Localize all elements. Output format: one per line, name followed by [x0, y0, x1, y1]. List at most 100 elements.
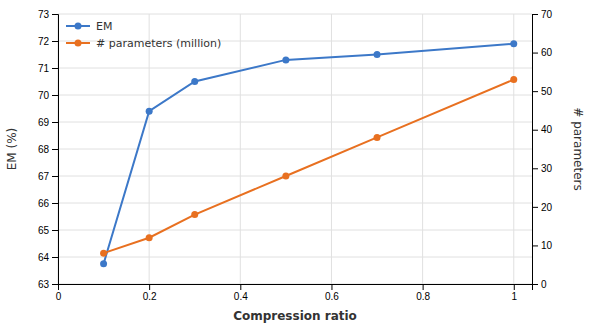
point	[282, 56, 289, 63]
grid-line	[58, 122, 532, 123]
tick-mark	[52, 203, 58, 204]
tick: 66	[38, 198, 58, 209]
tick-label: 64	[38, 252, 50, 263]
tick-mark	[52, 122, 58, 123]
tick: 0	[56, 284, 62, 302]
tick-mark	[532, 245, 538, 246]
tick-mark	[423, 284, 424, 290]
grid-line	[240, 14, 241, 284]
tick-label: 0	[56, 291, 62, 302]
tick: 20	[532, 202, 553, 213]
tick-label: 40	[541, 124, 553, 135]
grid-line	[58, 149, 532, 150]
tick-label: 60	[541, 47, 553, 58]
axis-line	[52, 15, 59, 285]
tick-label: 72	[38, 36, 50, 47]
tick: 68	[38, 144, 58, 155]
tick: 0.6	[325, 284, 339, 302]
tick-mark	[514, 284, 515, 290]
y-axis-title: EM (%)	[5, 128, 19, 171]
point	[100, 260, 107, 267]
tick-mark	[52, 284, 58, 285]
tick: 0	[532, 279, 547, 290]
grid-line	[58, 14, 532, 15]
tick-mark	[52, 14, 58, 15]
point	[146, 234, 153, 241]
tick: 72	[38, 36, 58, 47]
tick-mark	[532, 53, 538, 54]
tick-label: 68	[38, 144, 50, 155]
tick-label: 65	[38, 225, 50, 236]
tick-label: 0.2	[143, 291, 157, 302]
tick: 0.2	[143, 284, 157, 302]
tick-mark	[52, 149, 58, 150]
tick-mark	[52, 95, 58, 96]
tick-label: 1	[511, 291, 517, 302]
legend-marker	[75, 40, 82, 47]
tick: 67	[38, 171, 58, 182]
tick: 73	[38, 9, 58, 20]
tick-label: 0.4	[234, 291, 248, 302]
tick: 0.4	[234, 284, 248, 302]
tick-mark	[52, 68, 58, 69]
marks	[100, 40, 517, 267]
tick-label: 0.8	[416, 291, 430, 302]
legend-item: EM	[66, 20, 112, 33]
line	[104, 44, 514, 264]
tick: 69	[38, 117, 58, 128]
point	[191, 211, 198, 218]
point	[146, 108, 153, 115]
tick-mark	[532, 130, 538, 131]
tick: 70	[532, 9, 553, 20]
tick-label: 63	[38, 279, 50, 290]
tick: 50	[532, 86, 553, 97]
y2-axis: 0 10 20 30 40 50 60 70	[532, 9, 553, 290]
grid-line	[58, 203, 532, 204]
point	[510, 40, 517, 47]
tick: 70	[38, 90, 58, 101]
tick: 63	[38, 279, 58, 290]
point	[374, 134, 381, 141]
legend-label: EM	[96, 20, 112, 33]
tick-label: 66	[38, 198, 50, 209]
tick-mark	[532, 168, 538, 169]
grid-line	[58, 68, 532, 69]
tick-label: 71	[38, 63, 50, 74]
tick-mark	[52, 257, 58, 258]
grid-line	[331, 14, 332, 284]
grid-line	[58, 95, 532, 96]
plot: 0 0.2 0.4 0.6 0.8 1 63 64 65 66 67 68 69 70 71 72 73 0 10 2…	[5, 9, 585, 323]
tick-label: 0	[541, 279, 547, 290]
tick-label: 50	[541, 86, 553, 97]
grid-line	[58, 257, 532, 258]
tick-mark	[240, 284, 241, 290]
legend: EM # parameters (million)	[66, 20, 221, 50]
tick-mark	[149, 284, 150, 290]
axis-line	[533, 15, 539, 285]
tick-mark	[331, 284, 332, 290]
axis-line	[59, 285, 533, 291]
grid	[58, 14, 532, 284]
chart: 0 0.2 0.4 0.6 0.8 1 63 64 65 66 67 68 69 70 71 72 73 0 10 2…	[0, 0, 590, 328]
tick: 40	[532, 124, 553, 135]
legend-label: # parameters (million)	[96, 37, 221, 50]
tick: 30	[532, 163, 553, 174]
tick-mark	[532, 91, 538, 92]
tick-mark	[532, 14, 538, 15]
tick-label: 20	[541, 202, 553, 213]
grid-line	[422, 14, 423, 284]
tick: 10	[532, 240, 553, 251]
point	[282, 173, 289, 180]
tick: 1	[511, 284, 517, 302]
tick: 65	[38, 225, 58, 236]
tick-label: 70	[38, 90, 50, 101]
grid-line	[58, 230, 532, 231]
grid-line	[513, 14, 514, 284]
point	[374, 51, 381, 58]
point	[510, 76, 517, 83]
tick-label: 67	[38, 171, 50, 182]
x-axis: 0 0.2 0.4 0.6 0.8 1	[56, 284, 533, 302]
tick-mark	[52, 41, 58, 42]
line	[104, 80, 514, 254]
tick-label: 69	[38, 117, 50, 128]
